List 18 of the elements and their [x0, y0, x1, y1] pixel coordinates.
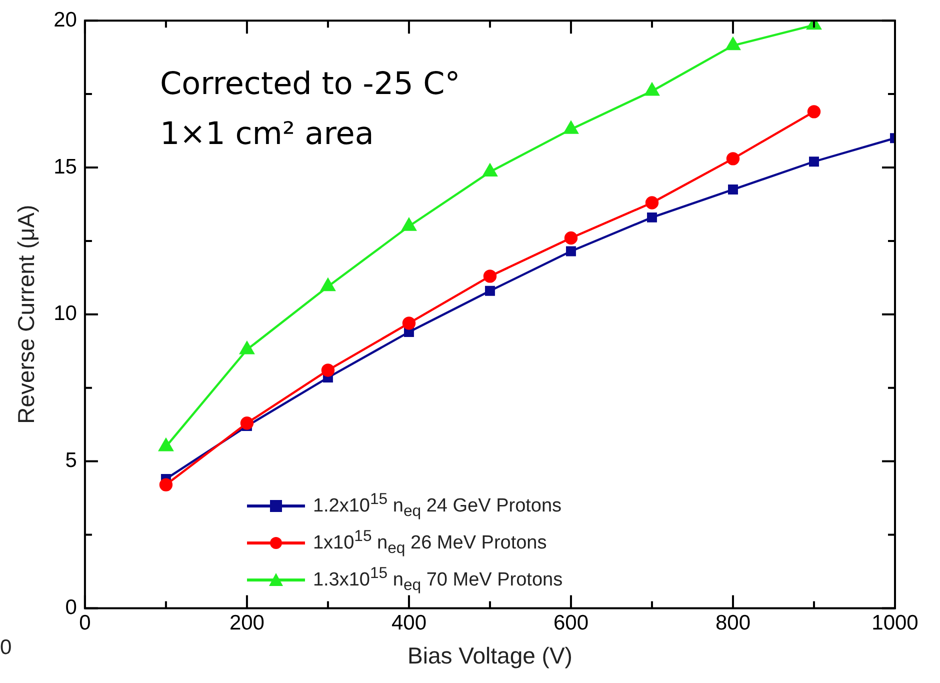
x-tick-label: 200 — [229, 612, 264, 635]
x-tick-label: 400 — [391, 612, 426, 635]
y-tick-label: 15 — [54, 155, 77, 178]
y-tick-label: 0 — [65, 596, 77, 619]
y-tick-label: 20 — [54, 8, 77, 32]
legend-label: 1.2x10$^{15}$ n$_{eq}$ 24 GeV Protons — [312, 490, 562, 521]
annotation: 1×1 cm² area — [160, 116, 374, 152]
x-tick-label: 800 — [715, 612, 751, 635]
y-tick-label: 10 — [54, 302, 77, 326]
y-axis-title: Reverse Current (μA) — [13, 204, 40, 424]
y-tick-label: 5 — [65, 449, 77, 472]
legend-label: 1.3x10$^{15}$ n$_{eq}$ 70 MeV Protons — [312, 564, 563, 595]
annotation: Corrected to -25 C° — [160, 66, 460, 102]
x-tick-label: 1000 — [872, 612, 918, 635]
x-tick-label: 600 — [553, 612, 589, 635]
x-axis-title: Bias Voltage (V) — [408, 642, 572, 669]
text: 0 — [0, 636, 12, 660]
legend-label: 1x10$^{15}$ n$_{eq}$ 26 MeV Protons — [312, 528, 547, 558]
